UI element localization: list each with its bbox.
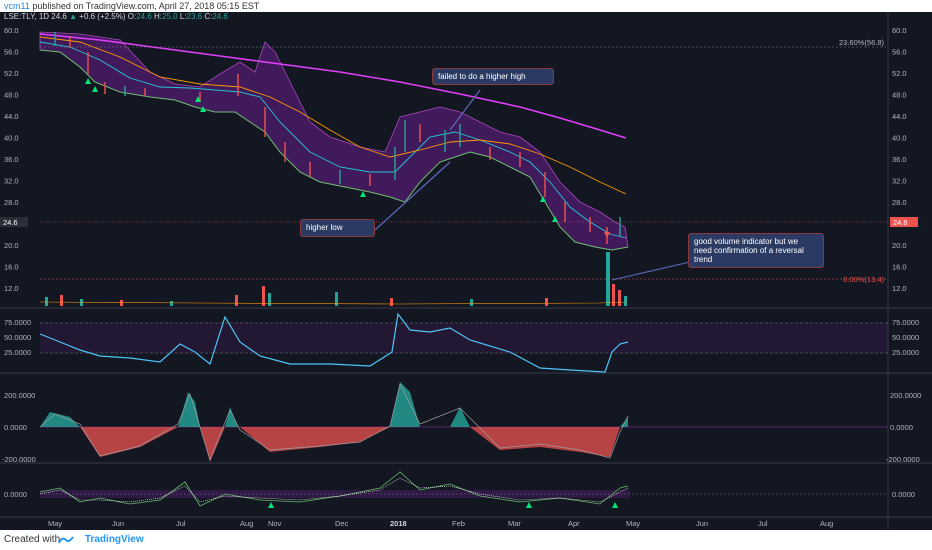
price-tick-label: 28.0 [4, 198, 19, 207]
time-tick-label: May [48, 519, 62, 528]
sma-mid-line [39, 36, 627, 195]
callout-pointer [611, 261, 691, 281]
time-axis[interactable]: May Jun Jul Aug Nov Dec 2018 Feb Mar Apr May Jun Jul… [48, 519, 833, 528]
macd-histogram-pos [40, 382, 628, 427]
macd-tick-left: 0.0000 [4, 423, 27, 432]
current-price-tag-left [0, 217, 28, 227]
rsi-tick-left: 25.0000 [4, 348, 31, 357]
time-tick-label: Aug [240, 519, 253, 528]
time-tick-label: Feb [452, 519, 465, 528]
macd-line[interactable] [39, 382, 629, 462]
macd-tick: -200.0000 [886, 455, 920, 464]
fib-lower-label: 0.00%(13.4) [843, 275, 884, 284]
tradingview-logo-icon [58, 536, 74, 544]
annotation-text: good volume indicator but we need confir… [694, 237, 804, 264]
price-tick-label: 40.0 [4, 134, 19, 143]
annotation-failed-high[interactable]: failed to do a higher high [432, 68, 554, 85]
osc-line[interactable] [39, 471, 629, 507]
bollinger-basis-line [39, 41, 627, 239]
price-tick-label: 40.0 [892, 134, 907, 143]
time-tick-label: Mar [508, 519, 521, 528]
symbol-legend[interactable]: LSE:TLY, 1D 24.6 ▲ +0.6 (+2.5%) O:24.6 H… [4, 12, 228, 21]
time-tick-label: Jul [176, 519, 186, 528]
price-tick-label: 36.0 [4, 155, 19, 164]
rsi-tick: 50.0000 [892, 333, 919, 342]
price-tick-label: 32.0 [4, 177, 19, 186]
annotation-volume-note[interactable]: good volume indicator but we need confir… [688, 233, 824, 268]
bollinger-band-fill [39, 31, 629, 251]
annotation-text: higher low [306, 223, 343, 232]
price-tick-label: 52.0 [4, 69, 19, 78]
time-tick-label: Jul [758, 519, 768, 528]
price-tick-label: 16.0 [892, 263, 907, 272]
time-tick-label: Jun [112, 519, 124, 528]
callout-pointer [374, 161, 451, 231]
osc-band [40, 490, 630, 498]
price-tick-label: 52.0 [892, 69, 907, 78]
osc-tick-left: 0.0000 [4, 490, 27, 499]
time-tick-label: 2018 [390, 519, 407, 528]
volume-bars [45, 252, 627, 306]
publish-header: vcm11 published on TradingView.com, Apri… [0, 0, 932, 12]
rsi-line[interactable] [39, 312, 629, 373]
created-with-label: Created with [4, 534, 61, 545]
macd-tick-left: -200.0000 [2, 455, 36, 464]
price-tick-label: 12.0 [892, 284, 907, 293]
price-tick-label: 16.0 [4, 263, 19, 272]
time-tick-label: Jun [696, 519, 708, 528]
rsi-tick: 75.0000 [892, 318, 919, 327]
footer: Created with TradingView [0, 530, 932, 550]
osc-tick: 0.0000 [892, 490, 915, 499]
time-tick-label: May [626, 519, 640, 528]
rsi-tick: 25.0000 [892, 348, 919, 357]
price-tick-label: 44.0 [4, 112, 19, 121]
price-axis[interactable]: 60.0 60.0 56.0 56.0 52.0 52.0 48.0 48.0 44.0 44.0… [4, 26, 907, 293]
time-tick-label: Apr [568, 519, 580, 528]
time-tick-label: Dec [335, 519, 349, 528]
publish-info: published on TradingView.com, April 27, … [29, 1, 260, 11]
current-price-tag [890, 217, 918, 227]
annotation-higher-low[interactable]: higher low [300, 219, 375, 237]
volume-ma-line [39, 301, 627, 305]
price-tick-label: 20.0 [4, 241, 19, 250]
tradingview-brand-link[interactable]: TradingView [84, 534, 144, 545]
price-tick-label: 56.0 [892, 48, 907, 57]
price-candles[interactable] [54, 32, 621, 244]
price-tick-label: 20.0 [892, 241, 907, 250]
signal-markers [85, 78, 618, 508]
price-tick-label: 60.0 [4, 26, 19, 35]
price-tick-label: 36.0 [892, 155, 907, 164]
chart-area[interactable]: LSE:TLY, 1D 24.6 ▲ +0.6 (+2.5%) O:24.6 H… [0, 12, 932, 530]
price-tick-label: 12.0 [4, 284, 19, 293]
sma-long-line [39, 33, 627, 139]
time-tick-label: Aug [820, 519, 833, 528]
current-price-label: 24.6 [893, 218, 908, 227]
price-tick-label: 44.0 [892, 112, 907, 121]
price-tick-label: 60.0 [892, 26, 907, 35]
price-tick-label: 48.0 [4, 91, 19, 100]
macd-tick: 0.0000 [890, 423, 913, 432]
annotation-text: failed to do a higher high [438, 72, 526, 81]
current-price-label-left: 24.6 [3, 218, 18, 227]
price-tick-label: 48.0 [892, 91, 907, 100]
price-tick-label: 28.0 [892, 198, 907, 207]
sell-marker [604, 232, 610, 238]
price-tick-label: 32.0 [892, 177, 907, 186]
macd-histogram-neg [80, 427, 620, 462]
callout-pointer [449, 89, 481, 131]
rsi-tick-left: 75.0000 [4, 318, 31, 327]
price-tick-label: 56.0 [4, 48, 19, 57]
rsi-band [40, 323, 888, 353]
macd-tick-left: 200.0000 [4, 391, 35, 400]
macd-tick: 200.0000 [890, 391, 921, 400]
time-tick-label: Nov [268, 519, 282, 528]
author-link[interactable]: vcm11 [4, 1, 30, 11]
rsi-tick-left: 50.0000 [4, 333, 31, 342]
fib-upper-label: 23.60%(56.8) [839, 38, 885, 47]
